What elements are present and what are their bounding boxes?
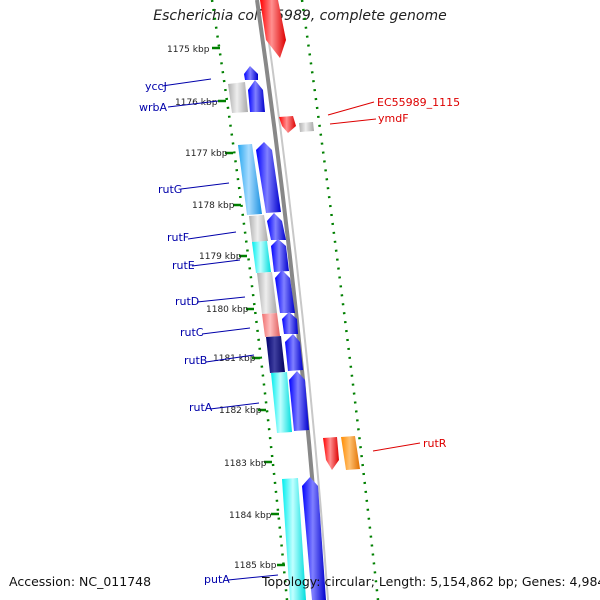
gene-label-EC55989_1115: EC55989_1115	[377, 96, 460, 109]
tick-label-1182: 1182 kbp	[219, 406, 262, 416]
right-gene-labels: EC55989_1115 ymdF rutR	[327, 96, 460, 452]
gene-box-ymdF	[299, 122, 314, 132]
gene-label-rutA: rutA	[189, 401, 213, 414]
gene-arrow-yccJ	[244, 66, 258, 80]
gene-box-rutC	[262, 313, 280, 337]
genome-summary: Topology: circular; Length: 5,154,862 bp…	[262, 574, 600, 589]
gene-arrow-EC55989_1115	[279, 116, 296, 133]
gene-label-rutE: rutE	[172, 259, 195, 272]
gene-label-ymdF: ymdF	[378, 112, 409, 125]
gene-box-rutR-neighbor	[341, 436, 360, 470]
gene-arrow-rutG	[256, 142, 281, 213]
gene-label-wrbA: wrbA	[139, 101, 168, 114]
gene-box-rutD	[257, 272, 277, 314]
gene-box-rutB	[266, 336, 285, 373]
left-gene-labels: yccJ wrbA rutG rutF rutE rutD rutC rutB …	[139, 78, 279, 586]
gene-arrow-rutR	[323, 437, 339, 470]
gene-arrow-top-reverse	[260, 0, 286, 58]
gene-arrow-rutA	[289, 371, 309, 431]
tick-label-1176: 1176 kbp	[175, 98, 218, 108]
gene-arrow-rutC	[282, 312, 298, 334]
tick-label-1184: 1184 kbp	[229, 511, 272, 521]
gene-arrow-rutB	[285, 334, 303, 371]
gene-box-rutE	[252, 241, 271, 273]
gene-label-rutF: rutF	[167, 231, 189, 244]
gene-label-rutG: rutG	[158, 183, 182, 196]
gene-arrow-putA	[302, 477, 326, 600]
gene-arrow-rutF	[267, 213, 286, 240]
tick-label-1180: 1180 kbp	[206, 305, 249, 315]
gene-label-rutR: rutR	[423, 437, 447, 450]
gene-label-yccJ: yccJ	[145, 80, 167, 93]
accession-label: Accession: NC_011748	[9, 574, 152, 589]
gene-arrow-wrbA	[248, 80, 265, 112]
gene-features	[228, 0, 360, 600]
kbp-ticks: 1175 kbp 1176 kbp 1177 kbp 1178 kbp 1179…	[167, 45, 285, 571]
tick-label-1183: 1183 kbp	[224, 459, 267, 469]
gene-box-rutA	[271, 372, 292, 433]
tick-label-1179: 1179 kbp	[199, 252, 242, 262]
gene-label-putA: putA	[204, 573, 230, 586]
tick-label-1177: 1177 kbp	[185, 149, 228, 159]
tick-label-1175: 1175 kbp	[167, 45, 210, 55]
gene-box-rutF	[249, 215, 268, 242]
tick-label-1185: 1185 kbp	[234, 561, 277, 571]
tick-label-1181: 1181 kbp	[213, 354, 256, 364]
gene-arrow-rutE	[271, 239, 289, 272]
gene-label-rutC: rutC	[180, 326, 204, 339]
map-title: Escherichia coli 55989, complete genome	[153, 8, 447, 24]
gene-label-rutD: rutD	[175, 295, 199, 308]
gene-box-rutG	[238, 144, 262, 215]
gene-arrow-rutD	[275, 270, 295, 313]
gene-box-wrbA-region	[228, 82, 248, 113]
gene-label-rutB: rutB	[184, 354, 207, 367]
tick-label-1178: 1178 kbp	[192, 201, 235, 211]
gene-box-putA	[282, 478, 306, 600]
